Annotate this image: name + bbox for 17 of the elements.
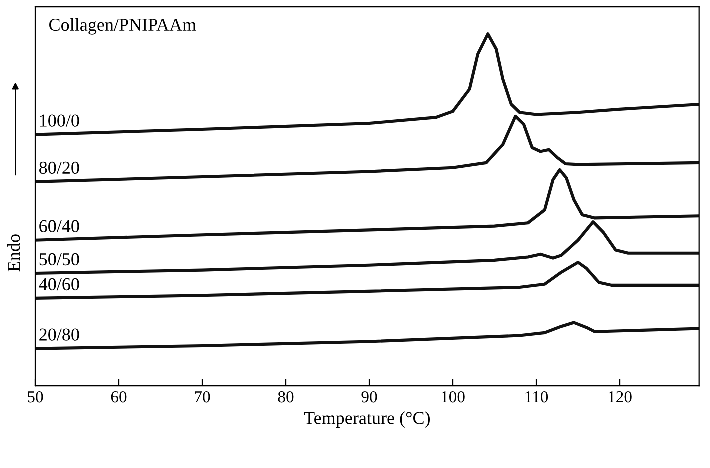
x-axis-title: Temperature (°C) <box>304 412 430 428</box>
x-tick-label: 50 <box>28 391 44 403</box>
series-label: 100/0 <box>40 114 80 127</box>
x-tick-label: 90 <box>362 391 378 403</box>
series-label: 80/20 <box>40 162 80 174</box>
x-tick-label: 110 <box>526 391 548 403</box>
x-tick-label: 70 <box>195 391 210 403</box>
chart-title: Collagen/PNIPAAm <box>50 18 196 35</box>
x-tick-label: 80 <box>278 391 294 403</box>
series-label: 50/50 <box>40 253 80 266</box>
x-tick-label: 100 <box>442 391 465 403</box>
series-label: 40/60 <box>39 278 80 291</box>
series-label: 60/40 <box>40 220 80 232</box>
x-tick-label: 120 <box>608 391 632 403</box>
series-label: 20/80 <box>40 328 80 341</box>
y-axis-title: Endo <box>7 234 20 272</box>
x-tick-label: 60 <box>111 391 127 403</box>
